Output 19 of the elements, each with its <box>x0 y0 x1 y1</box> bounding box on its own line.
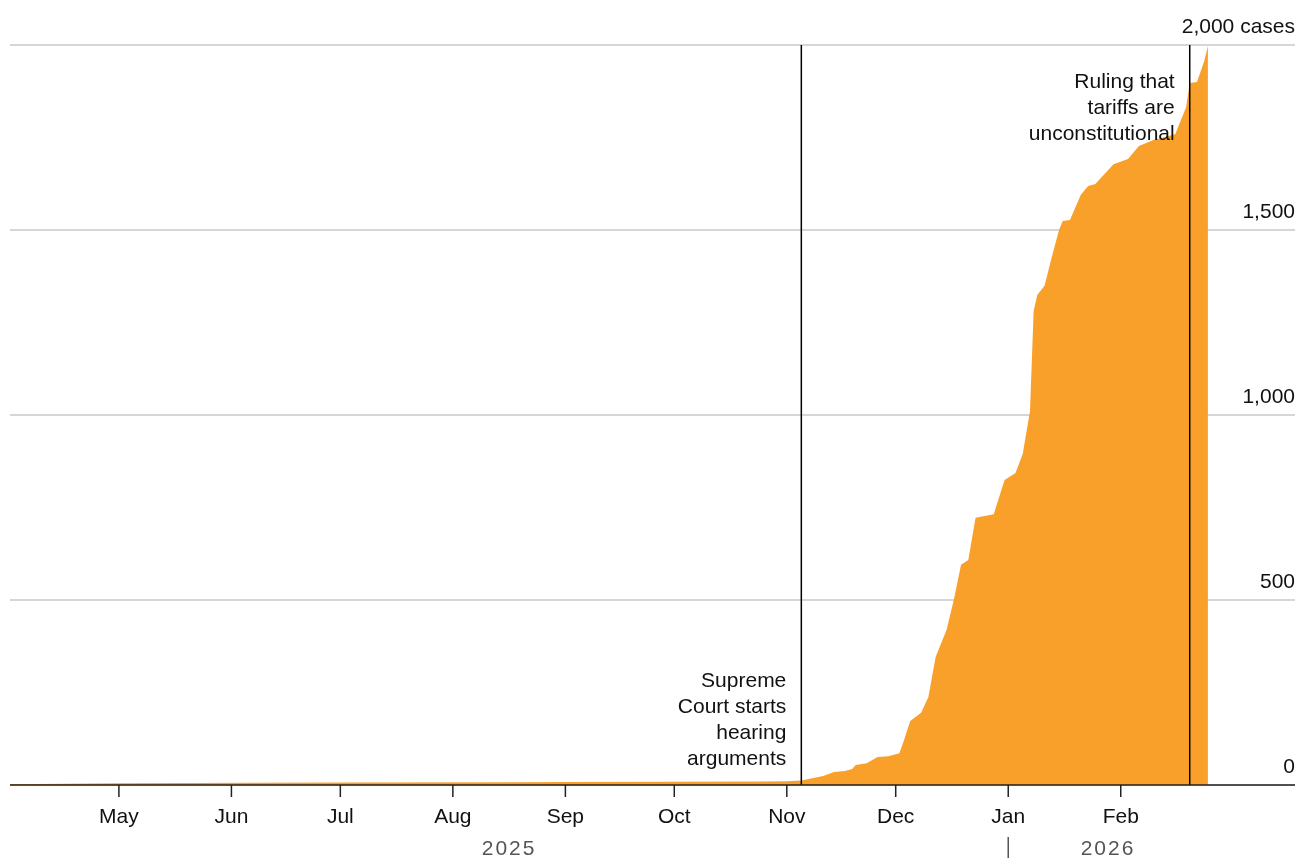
x-tick-label: Aug <box>434 804 472 827</box>
y-tick-label: 1,000 <box>1242 384 1295 407</box>
x-tick-label: Nov <box>768 804 806 827</box>
x-tick-label: Jan <box>991 804 1026 827</box>
ref-line-label: Ruling that tariffs are unconstitutional <box>1028 69 1175 144</box>
x-tick-label: Dec <box>877 804 915 827</box>
y-tick-label: 500 <box>1259 569 1295 592</box>
x-tick-label: Jun <box>214 804 249 827</box>
y-tick-label: 1,500 <box>1242 199 1295 222</box>
x-tick-label: Feb <box>1102 804 1139 827</box>
text: 2026 <box>1080 836 1136 859</box>
text: 2025 <box>481 836 537 859</box>
ref-line-label: Supreme Court starts hearing arguments <box>677 668 787 769</box>
x-tick-label: Jul <box>326 804 354 827</box>
y-tick-label: 2,000 cases <box>1181 14 1295 37</box>
x-tick-label: Sep <box>546 804 585 827</box>
y-tick-label: 0 <box>1283 754 1295 777</box>
x-tick-label: May <box>99 804 140 827</box>
x-tick-label: Oct <box>657 804 691 827</box>
